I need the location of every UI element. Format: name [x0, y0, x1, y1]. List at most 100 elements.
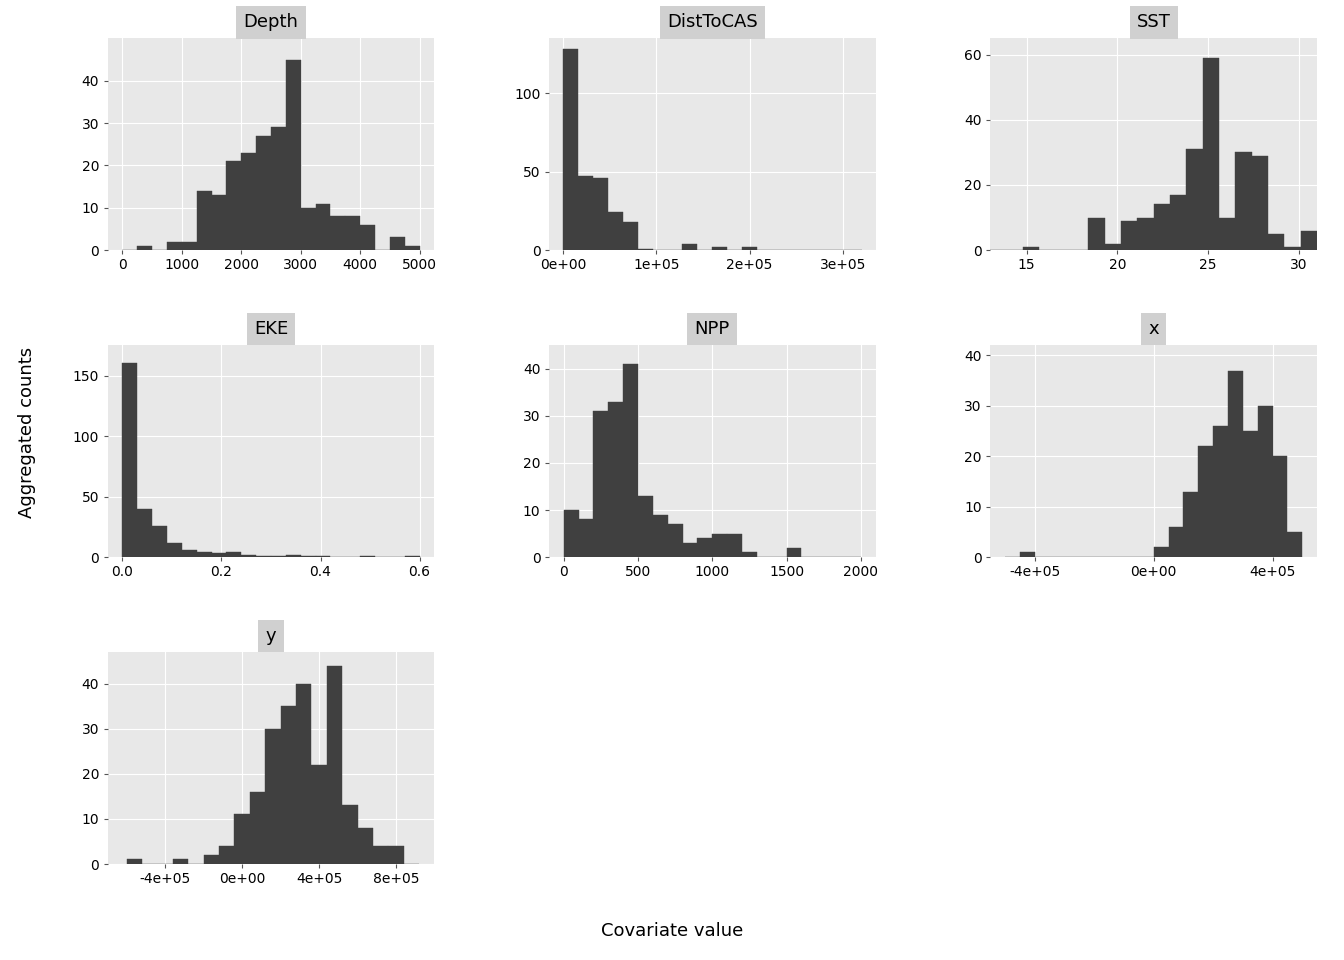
Bar [257, 556, 271, 557]
Bar [1219, 218, 1235, 251]
Bar [624, 364, 638, 557]
Bar [211, 553, 226, 557]
Bar [167, 242, 181, 251]
Bar [226, 161, 242, 251]
Bar [1243, 431, 1258, 557]
Bar [271, 556, 286, 557]
Bar [242, 555, 257, 557]
Bar [578, 519, 594, 557]
Title: SST: SST [1137, 13, 1171, 32]
Bar [388, 846, 403, 864]
Bar [390, 237, 405, 251]
Bar [405, 556, 419, 557]
Bar [668, 524, 683, 557]
Bar [204, 855, 219, 864]
Bar [712, 247, 727, 251]
Bar [638, 496, 653, 557]
Bar [242, 153, 257, 251]
Bar [1251, 156, 1269, 251]
Bar [594, 411, 609, 557]
Bar [1269, 234, 1285, 251]
Bar [786, 547, 801, 557]
Bar [653, 515, 668, 557]
Bar [578, 177, 593, 251]
Bar [742, 247, 757, 251]
Bar [372, 846, 388, 864]
Bar [563, 510, 578, 557]
Bar [683, 543, 698, 557]
Bar [196, 191, 211, 251]
Bar [1168, 527, 1183, 557]
Bar [637, 249, 653, 251]
Bar [1089, 218, 1105, 251]
Bar [250, 792, 265, 864]
Title: Depth: Depth [243, 13, 298, 32]
Bar [727, 534, 742, 557]
Title: DistToCAS: DistToCAS [667, 13, 758, 32]
Bar [286, 555, 301, 557]
Bar [1153, 204, 1171, 251]
Bar [345, 216, 360, 251]
Bar [152, 525, 167, 557]
Bar [167, 542, 181, 557]
Title: y: y [266, 627, 277, 645]
Bar [219, 846, 234, 864]
Bar [358, 828, 372, 864]
Bar [301, 556, 316, 557]
Bar [712, 534, 727, 557]
Bar [1137, 218, 1153, 251]
Bar [1121, 221, 1137, 251]
Bar [1020, 552, 1035, 557]
Bar [122, 364, 137, 557]
Title: NPP: NPP [695, 321, 730, 338]
Bar [1301, 230, 1317, 251]
Bar [1273, 456, 1288, 557]
Bar [360, 225, 375, 251]
Bar [1183, 492, 1199, 557]
Bar [296, 684, 312, 864]
Text: Covariate value: Covariate value [601, 923, 743, 940]
Bar [211, 195, 226, 251]
Bar [1285, 247, 1301, 251]
Bar [196, 552, 211, 557]
Bar [126, 859, 142, 864]
Bar [286, 60, 301, 251]
Text: Aggregated counts: Aggregated counts [17, 347, 36, 517]
Bar [301, 207, 316, 251]
Bar [1199, 446, 1214, 557]
Bar [316, 204, 331, 251]
Bar [683, 244, 698, 251]
Bar [181, 550, 196, 557]
Bar [1171, 195, 1187, 251]
Bar [1153, 547, 1168, 557]
Bar [1288, 532, 1302, 557]
Bar [173, 859, 188, 864]
Bar [343, 805, 358, 864]
Bar [137, 509, 152, 557]
Bar [1023, 247, 1039, 251]
Bar [1258, 406, 1273, 557]
Bar [181, 242, 196, 251]
Bar [1105, 244, 1121, 251]
Bar [742, 552, 757, 557]
Bar [257, 135, 271, 251]
Bar [331, 216, 345, 251]
Bar [265, 729, 281, 864]
Bar [327, 666, 343, 864]
Bar [405, 246, 419, 251]
Bar [271, 128, 286, 251]
Bar [1235, 153, 1251, 251]
Bar [1214, 426, 1228, 557]
Bar [360, 556, 375, 557]
Bar [234, 814, 250, 864]
Bar [607, 212, 622, 251]
Bar [1187, 149, 1203, 251]
Bar [1228, 371, 1243, 557]
Bar [609, 402, 624, 557]
Bar [316, 556, 331, 557]
Bar [1203, 58, 1219, 251]
Title: EKE: EKE [254, 321, 288, 338]
Bar [226, 552, 242, 557]
Bar [137, 246, 152, 251]
Bar [563, 49, 578, 251]
